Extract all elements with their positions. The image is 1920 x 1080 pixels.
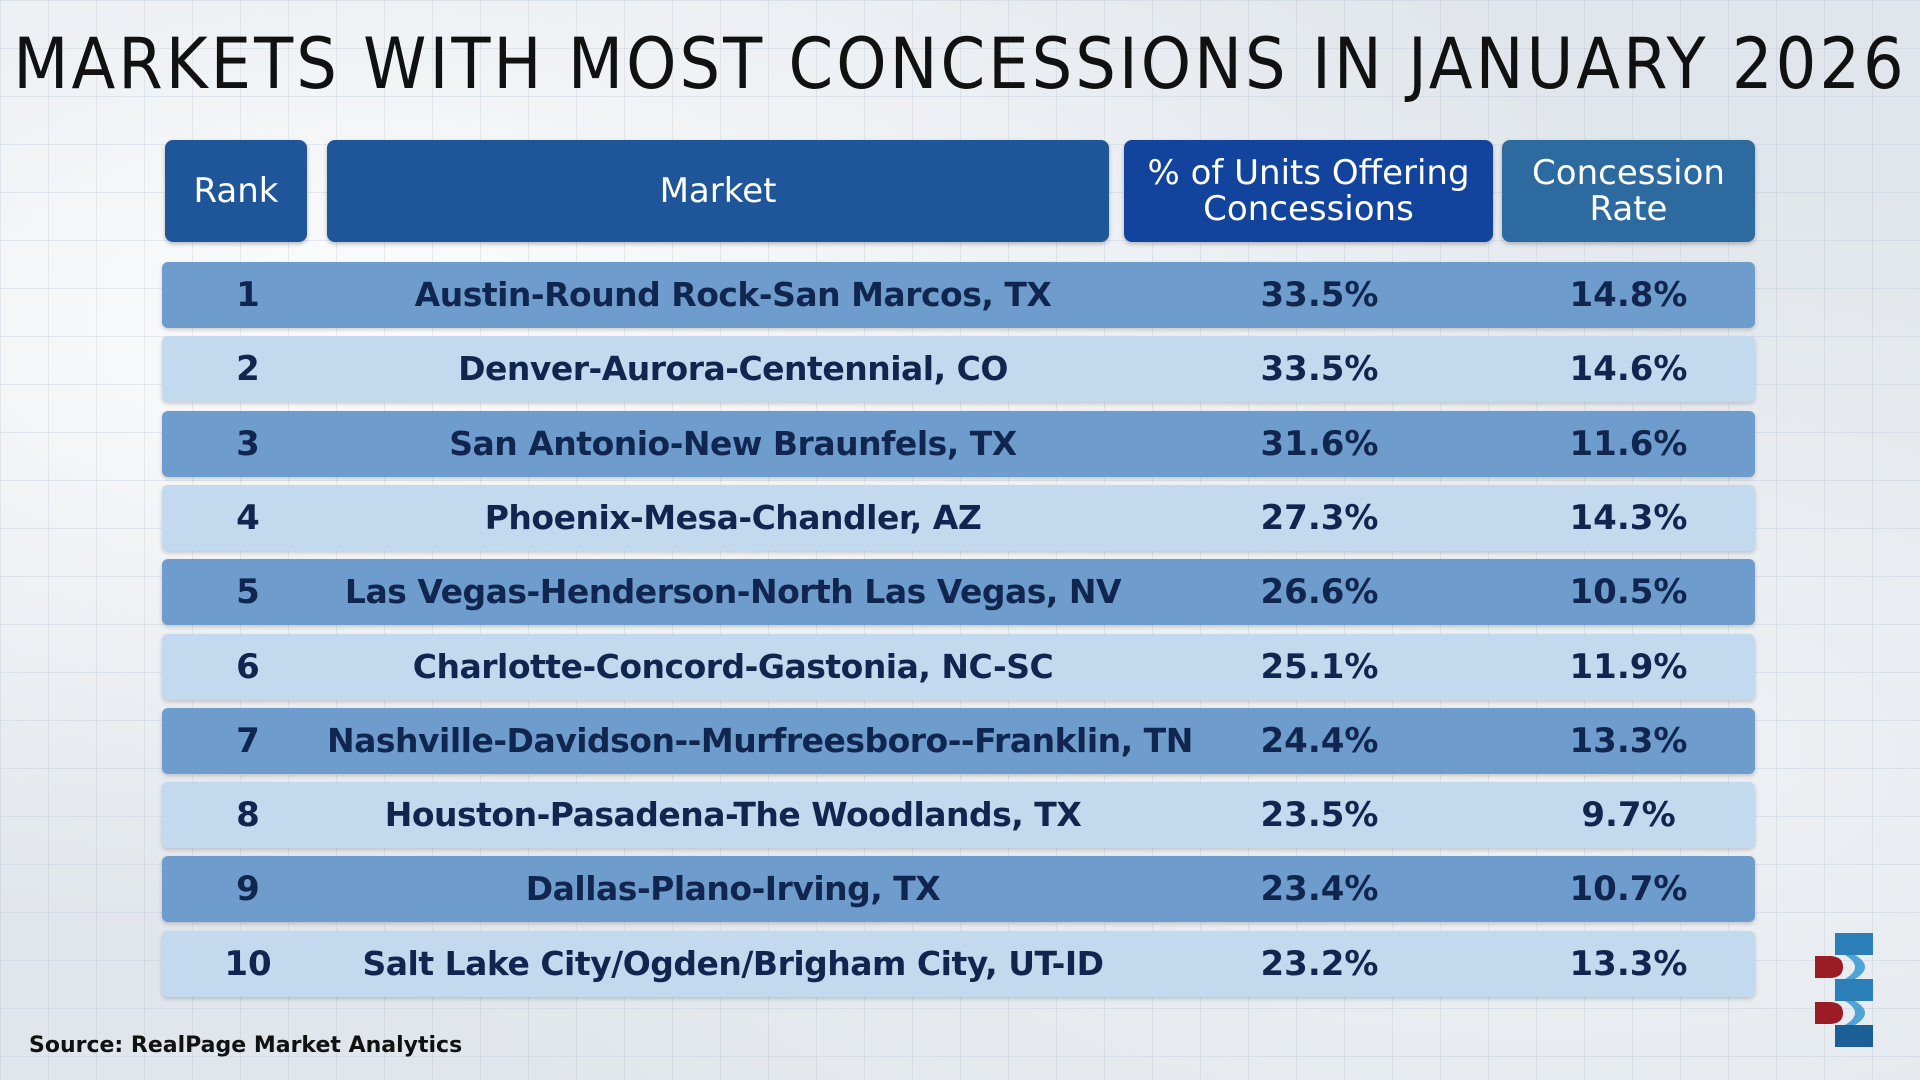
cell-concession-rate: 13.3%	[1569, 721, 1688, 761]
cell-rank: 8	[236, 795, 260, 835]
cell-rank: 7	[236, 721, 260, 761]
cell-rank: 10	[224, 944, 272, 984]
cell-pct-units: 33.5%	[1260, 349, 1379, 389]
cell-rank: 6	[236, 647, 260, 687]
table-row: 6 Charlotte-Concord-Gastonia, NC-SC 25.1% 1…	[162, 634, 1755, 700]
logo-bar-bottom	[1835, 1025, 1873, 1047]
logo-red-top	[1815, 956, 1843, 978]
header-pct-units-line2: Concessions	[1203, 189, 1414, 229]
cell-rank: 5	[236, 572, 260, 612]
cell-concession-rate: 9.7%	[1581, 795, 1676, 835]
cell-concession-rate: 10.7%	[1569, 869, 1688, 909]
header-concession-rate-line1: Concession	[1532, 153, 1725, 193]
cell-pct-units: 24.4%	[1260, 721, 1379, 761]
cell-market: Las Vegas-Henderson-North Las Vegas, NV	[344, 572, 1122, 611]
table-row: 9 Dallas-Plano-Irving, TX 23.4% 10.7%	[162, 856, 1755, 922]
cell-concession-rate: 10.5%	[1569, 572, 1688, 612]
cell-market: Dallas-Plano-Irving, TX	[525, 869, 941, 908]
logo-red-bottom	[1815, 1002, 1843, 1024]
cell-pct-units: 31.6%	[1260, 424, 1379, 464]
cell-market: Salt Lake City/Ogden/Brigham City, UT-ID	[362, 944, 1104, 983]
cell-concession-rate: 14.6%	[1569, 349, 1688, 389]
cell-rank: 4	[236, 498, 260, 538]
logo-blue-wave-1	[1845, 955, 1865, 979]
header-rank: Rank	[165, 140, 307, 242]
logo-bar-top	[1835, 933, 1873, 955]
cell-rank: 3	[236, 424, 260, 464]
cell-concession-rate: 14.3%	[1569, 498, 1688, 538]
cell-rank: 2	[236, 349, 260, 389]
table-row: 8 Houston-Pasadena-The Woodlands, TX 23.5%…	[162, 782, 1755, 848]
brand-logo-icon	[1815, 933, 1873, 1047]
header-market: Market	[327, 140, 1109, 242]
cell-market: Phoenix-Mesa-Chandler, AZ	[484, 498, 982, 537]
cell-pct-units: 25.1%	[1260, 647, 1379, 687]
table-row: 5 Las Vegas-Henderson-North Las Vegas, NV…	[162, 559, 1755, 625]
table-row: 10 Salt Lake City/Ogden/Brigham City, UT-…	[162, 931, 1755, 997]
cell-pct-units: 23.2%	[1260, 944, 1379, 984]
header-concession-rate: Concession Rate	[1502, 140, 1755, 242]
table-row: 1 Austin-Round Rock-San Marcos, TX 33.5% 14…	[162, 262, 1755, 328]
cell-concession-rate: 11.9%	[1569, 647, 1688, 687]
logo-bar-mid	[1835, 979, 1873, 1001]
cell-concession-rate: 11.6%	[1569, 424, 1688, 464]
cell-market: Nashville-Davidson--Murfreesboro--Frankl…	[327, 721, 1193, 760]
cell-market: Charlotte-Concord-Gastonia, NC-SC	[412, 647, 1054, 686]
cell-pct-units: 23.5%	[1260, 795, 1379, 835]
cell-market: Austin-Round Rock-San Marcos, TX	[414, 275, 1052, 314]
chart-title: Markets with most concessions in January…	[13, 24, 1907, 106]
header-pct-units: % of Units Offering Concessions	[1124, 140, 1493, 242]
source-note: Source: RealPage Market Analytics	[29, 1033, 463, 1058]
cell-pct-units: 27.3%	[1260, 498, 1379, 538]
cell-market: San Antonio-New Braunfels, TX	[449, 424, 1017, 463]
table-row: 2 Denver-Aurora-Centennial, CO 33.5% 14.6%	[162, 336, 1755, 402]
cell-pct-units: 23.4%	[1260, 869, 1379, 909]
header-market-label: Market	[659, 171, 777, 211]
cell-pct-units: 26.6%	[1260, 572, 1379, 612]
table-row: 7 Nashville-Davidson--Murfreesboro--Frank…	[162, 708, 1755, 774]
table-row: 3 San Antonio-New Braunfels, TX 31.6% 11.6%	[162, 411, 1755, 477]
table-row: 4 Phoenix-Mesa-Chandler, AZ 27.3% 14.3%	[162, 485, 1755, 551]
cell-rank: 9	[236, 869, 260, 909]
cell-concession-rate: 14.8%	[1569, 275, 1688, 315]
cell-rank: 1	[236, 275, 260, 315]
cell-market: Denver-Aurora-Centennial, CO	[458, 349, 1008, 388]
cell-concession-rate: 13.3%	[1569, 944, 1688, 984]
logo-blue-wave-2	[1845, 1001, 1865, 1025]
header-pct-units-line1: % of Units Offering	[1147, 153, 1470, 193]
cell-pct-units: 33.5%	[1260, 275, 1379, 315]
header-concession-rate-line2: Rate	[1589, 189, 1668, 229]
cell-market: Houston-Pasadena-The Woodlands, TX	[384, 795, 1082, 834]
header-rank-label: Rank	[193, 171, 279, 211]
